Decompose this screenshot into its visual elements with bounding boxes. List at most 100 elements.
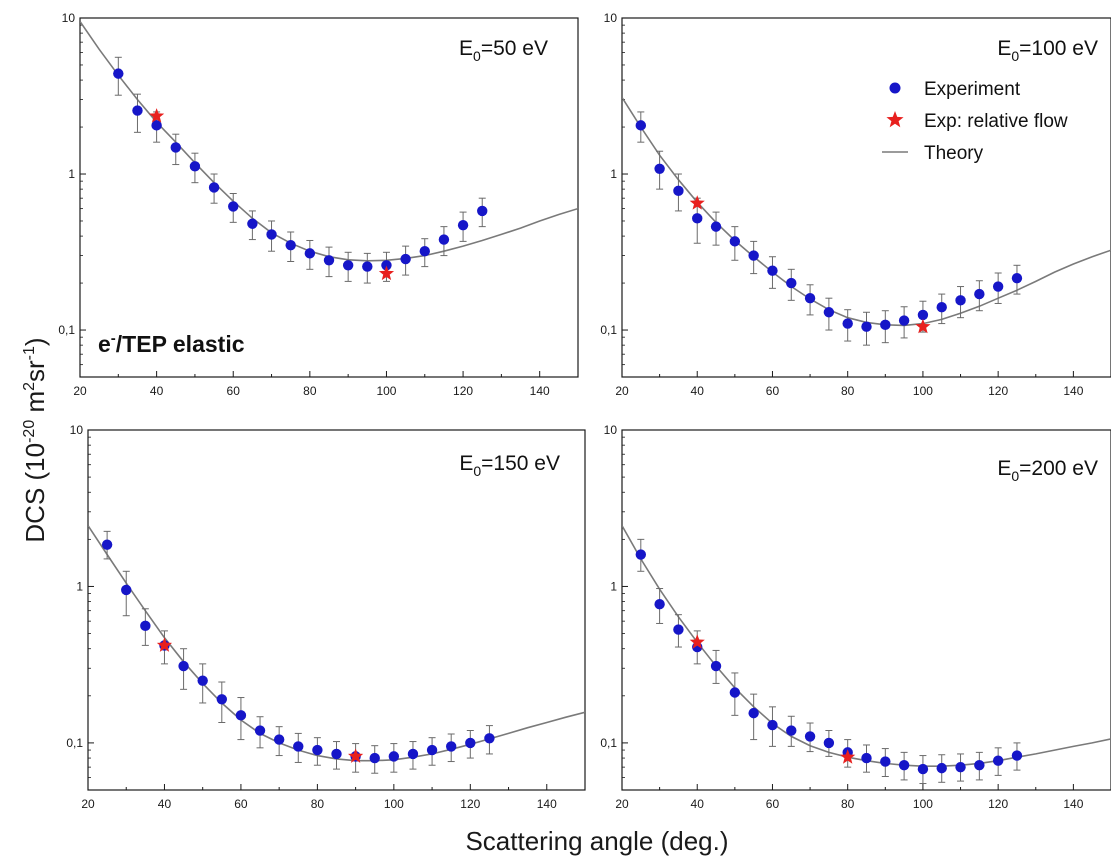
plot-frame-e100 [621, 17, 1111, 378]
experiment-point-e50-10 [304, 248, 316, 259]
experiment-point-e100-5 [729, 236, 741, 247]
experiment-point-e150-18 [445, 741, 457, 752]
legend: Experiment Exp: relative flow Theory [882, 79, 1068, 164]
x-tick-label-e50-1: 40 [150, 384, 164, 398]
experiment-point-e100-17 [955, 295, 966, 306]
x-tick-label-e150-2: 60 [234, 797, 248, 811]
experiment-point-e200-13 [880, 756, 891, 767]
experiment-point-e50-18 [457, 219, 469, 231]
y-tick-label-e200-1: 1 [610, 579, 617, 593]
experiment-point-e50-8 [266, 229, 277, 240]
legend-item-line: Theory [882, 143, 984, 164]
relative-flow-star-e100-0 [689, 195, 705, 210]
experiment-point-e100-10 [823, 307, 835, 318]
experiment-point-e50-17 [438, 234, 450, 245]
experiment-point-e100-13 [880, 319, 891, 331]
energy-label-e150: E0=150 eV [459, 452, 560, 479]
experiment-point-e100-16 [936, 302, 947, 313]
experiment-point-e150-11 [312, 744, 323, 756]
relative-flow-star-e50-1 [378, 265, 395, 281]
energy-label-e100: E0=100 eV [997, 37, 1098, 64]
legend-star-marker [886, 111, 904, 128]
energy-label-e200: E0=200 eV [997, 457, 1098, 484]
experiment-point-e200-2 [673, 624, 684, 635]
experiment-point-e150-16 [407, 748, 419, 760]
experiment-point-e50-19 [477, 205, 488, 217]
experiment-point-e50-11 [323, 255, 335, 266]
experiment-point-e50-4 [189, 161, 201, 172]
experiment-point-e100-7 [767, 265, 778, 276]
experiment-point-e150-4 [178, 660, 189, 672]
experiment-point-e50-3 [170, 142, 181, 153]
x-tick-label-e50-5: 120 [453, 384, 473, 398]
x-tick-label-e100-0: 20 [615, 384, 629, 398]
experiment-point-e100-2 [673, 185, 684, 197]
experiment-point-e200-0 [635, 549, 647, 560]
experiment-point-e50-12 [342, 260, 354, 271]
x-tick-label-e50-6: 140 [530, 384, 550, 398]
experiment-point-e200-6 [748, 707, 759, 719]
experiment-point-e200-20 [1011, 750, 1023, 761]
x-tick-label-e150-4: 100 [384, 797, 404, 811]
experiment-point-e50-16 [419, 246, 430, 257]
legend-item-circle: Experiment [889, 79, 1021, 100]
experiment-point-e200-17 [955, 761, 966, 773]
experiment-point-e100-9 [804, 292, 816, 304]
experiment-point-e150-1 [121, 584, 132, 596]
experiment-point-e50-14 [381, 260, 392, 271]
y-tick-label-e100-2: 10 [604, 11, 618, 25]
experiment-point-e100-1 [654, 163, 665, 175]
experiment-point-e150-19 [465, 737, 476, 749]
experiment-point-e200-16 [936, 762, 947, 774]
experiment-point-e100-18 [974, 288, 985, 300]
x-tick-label-e150-1: 40 [158, 797, 172, 811]
experiment-point-e100-6 [748, 250, 759, 261]
experiment-point-e100-19 [992, 281, 1004, 292]
legend-circle-marker [889, 82, 901, 94]
experiment-point-e150-12 [331, 748, 342, 760]
experiment-point-e200-12 [861, 752, 872, 764]
plot-frame-e200 [621, 429, 1111, 791]
y-tick-label-e150-0: 0,1 [66, 736, 83, 750]
x-tick-label-e150-3: 80 [311, 797, 325, 811]
experiment-point-e150-15 [388, 751, 400, 762]
experiment-point-e100-4 [710, 221, 722, 232]
experiment-point-e200-19 [992, 755, 1004, 766]
x-tick-label-e100-5: 120 [988, 384, 1008, 398]
experiment-point-e100-12 [861, 321, 872, 332]
experiment-point-e200-9 [804, 731, 816, 742]
energy-label-e50: E0=50 eV [459, 37, 548, 64]
experiment-point-e100-8 [786, 277, 797, 289]
plot-frame-e150 [87, 429, 586, 791]
experiment-point-e100-14 [898, 315, 910, 326]
y-tick-label-e150-2: 10 [70, 423, 84, 437]
x-tick-label-e200-2: 60 [766, 797, 780, 811]
x-tick-label-e200-4: 100 [913, 797, 933, 811]
experiment-point-e150-10 [293, 741, 304, 752]
relative-flow-star-e150-1 [348, 748, 364, 763]
x-tick-label-e200-3: 80 [841, 797, 855, 811]
experiment-point-e200-5 [729, 687, 741, 698]
experiment-point-e150-2 [140, 620, 151, 632]
legend-label: Theory [924, 143, 984, 164]
experiment-point-e100-20 [1011, 272, 1023, 284]
experiment-point-e150-6 [216, 694, 228, 705]
x-tick-label-e100-3: 80 [841, 384, 855, 398]
panel-e150: 20 40 60 80 100 120 140 0,1 1 10 E0=150 eV [66, 423, 586, 811]
experiment-point-e150-17 [426, 744, 438, 756]
experiment-point-e50-0 [113, 68, 124, 79]
plot-frame-e50 [79, 17, 579, 378]
experiment-point-e100-15 [917, 309, 929, 321]
relative-flow-star-e100-1 [915, 318, 931, 334]
y-tick-label-e50-1: 1 [68, 167, 75, 181]
experiment-point-e200-15 [917, 763, 929, 775]
x-tick-label-e200-1: 40 [691, 797, 705, 811]
y-tick-label-e50-2: 10 [62, 11, 76, 25]
x-tick-label-e100-6: 140 [1063, 384, 1083, 398]
relative-flow-star-e200-0 [689, 634, 705, 649]
experiment-point-e150-14 [369, 752, 380, 764]
experiment-point-e150-7 [235, 710, 247, 721]
experiment-point-e150-20 [484, 733, 495, 744]
x-tick-label-e100-4: 100 [913, 384, 933, 398]
experiment-point-e150-9 [273, 734, 285, 745]
